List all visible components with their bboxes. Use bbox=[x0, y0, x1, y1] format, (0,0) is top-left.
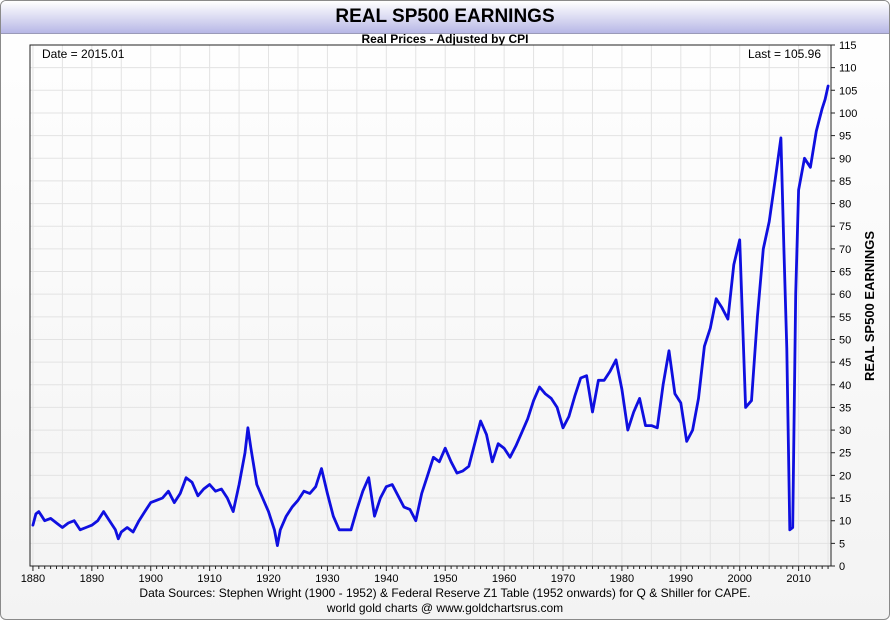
y-tick-label: 30 bbox=[839, 425, 851, 437]
credit-note: world gold charts @ www.goldchartsrus.co… bbox=[326, 601, 564, 615]
y-tick-label: 15 bbox=[839, 493, 851, 505]
y-tick-label: 50 bbox=[839, 334, 851, 346]
y-tick-label: 105 bbox=[839, 85, 857, 97]
x-tick-label: 1990 bbox=[669, 573, 693, 585]
y-tick-label: 20 bbox=[839, 470, 851, 482]
x-tick-label: 1980 bbox=[610, 573, 634, 585]
x-tick-label: 1880 bbox=[21, 573, 45, 585]
x-tick-label: 1940 bbox=[374, 573, 398, 585]
data-sources-note: Data Sources: Stephen Wright (1900 - 195… bbox=[139, 586, 751, 600]
y-tick-label: 115 bbox=[839, 40, 857, 52]
y-axis: 0 5 10 15 20 25 30 35 40 45 50 55 60 65 70 75 80 85 90 95 10… bbox=[831, 40, 857, 573]
x-tick-label: 1920 bbox=[256, 573, 280, 585]
y-tick-label: 0 bbox=[839, 561, 845, 573]
grid bbox=[30, 44, 831, 567]
x-tick-label: 1960 bbox=[492, 573, 516, 585]
y-tick-label: 5 bbox=[839, 538, 845, 550]
plot-area bbox=[29, 44, 832, 567]
y-tick-label: 95 bbox=[839, 131, 851, 143]
chart-title: REAL SP500 EARNINGS bbox=[335, 6, 555, 27]
x-tick-label: 2000 bbox=[727, 573, 751, 585]
y-tick-label: 100 bbox=[839, 108, 857, 120]
x-axis: 1880 1890 1900 1910 1920 1930 1940 1950 1960 1970… bbox=[21, 566, 829, 585]
y-tick-label: 85 bbox=[839, 176, 851, 188]
x-tick-label: 1890 bbox=[80, 573, 104, 585]
title-bar: REAL SP500 EARNINGS bbox=[1, 1, 889, 34]
series-line-real-earnings bbox=[31, 84, 830, 547]
y-tick-label: 70 bbox=[839, 244, 851, 256]
y-tick-label: 65 bbox=[839, 267, 851, 279]
y-tick-label: 80 bbox=[839, 199, 851, 211]
last-value-label: Last = 105.96 bbox=[748, 47, 821, 61]
y-tick-label: 55 bbox=[839, 312, 851, 324]
x-tick-label: 1900 bbox=[138, 573, 162, 585]
x-tick-label: 1910 bbox=[197, 573, 221, 585]
y-tick-label: 45 bbox=[839, 357, 851, 369]
x-tick-label: 1970 bbox=[551, 573, 575, 585]
y-tick-label: 60 bbox=[839, 289, 851, 301]
y-tick-label: 25 bbox=[839, 448, 851, 460]
chart-subtitle: Real Prices - Adjusted by CPI bbox=[361, 32, 529, 46]
y-tick-label: 40 bbox=[839, 380, 851, 392]
x-tick-label: 1930 bbox=[315, 573, 339, 585]
y-tick-label: 90 bbox=[839, 153, 851, 165]
y-axis-label: REAL SP500 EARNINGS bbox=[862, 231, 877, 381]
x-tick-label: 1950 bbox=[433, 573, 457, 585]
y-tick-label: 110 bbox=[839, 63, 857, 75]
y-tick-label: 75 bbox=[839, 221, 851, 233]
x-tick-label: 2010 bbox=[786, 573, 810, 585]
date-label: Date = 2015.01 bbox=[42, 47, 125, 61]
y-tick-label: 10 bbox=[839, 516, 851, 528]
y-tick-label: 35 bbox=[839, 402, 851, 414]
